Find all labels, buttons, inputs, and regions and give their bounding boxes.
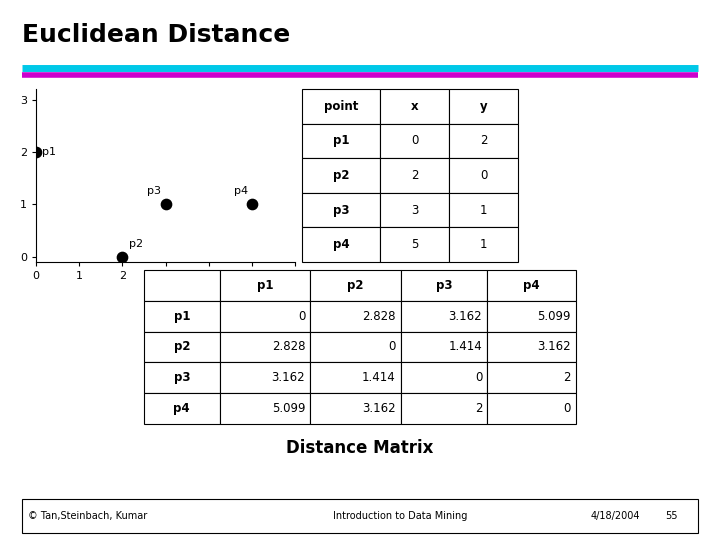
Bar	[144, 332, 220, 362]
Bar	[144, 393, 220, 424]
Text: 1.414: 1.414	[362, 371, 396, 384]
Text: Introduction to Data Mining: Introduction to Data Mining	[333, 511, 467, 521]
Text: p4: p4	[523, 279, 540, 292]
Text: 0: 0	[475, 371, 482, 384]
Text: p1: p1	[174, 309, 190, 323]
Text: y: y	[480, 100, 487, 113]
Text: 5.099: 5.099	[537, 309, 571, 323]
Text: p2: p2	[174, 340, 190, 354]
Bar	[380, 89, 449, 124]
Text: 0: 0	[564, 402, 571, 415]
Text: 4/18/2004: 4/18/2004	[590, 511, 639, 521]
Text: 3.162: 3.162	[537, 340, 571, 354]
Text: 2.828: 2.828	[362, 309, 396, 323]
Bar	[302, 89, 380, 124]
Bar	[220, 270, 310, 301]
Bar	[302, 124, 380, 158]
Text: 5.099: 5.099	[271, 402, 305, 415]
Bar	[401, 393, 487, 424]
Text: p3: p3	[174, 371, 190, 384]
Bar	[302, 193, 380, 227]
Text: 0: 0	[298, 309, 305, 323]
Text: p2: p2	[348, 279, 364, 292]
Bar	[401, 301, 487, 332]
Bar	[310, 393, 401, 424]
Text: 0: 0	[411, 134, 418, 147]
Bar	[310, 332, 401, 362]
Bar	[144, 301, 220, 332]
Bar	[310, 270, 401, 301]
Text: 1: 1	[480, 204, 487, 217]
Bar	[302, 158, 380, 193]
Bar	[449, 158, 518, 193]
Bar	[487, 270, 576, 301]
Bar	[144, 270, 220, 301]
Text: Distance Matrix: Distance Matrix	[287, 439, 433, 457]
Bar	[380, 124, 449, 158]
Bar	[380, 158, 449, 193]
Text: 3.162: 3.162	[449, 309, 482, 323]
Text: 3: 3	[411, 204, 418, 217]
Bar	[220, 362, 310, 393]
Bar	[310, 362, 401, 393]
Text: 55: 55	[665, 511, 678, 521]
Text: Euclidean Distance: Euclidean Distance	[22, 23, 290, 47]
Point	[246, 200, 258, 208]
Point	[160, 200, 171, 208]
Text: p4: p4	[333, 238, 350, 251]
Text: p2: p2	[129, 239, 143, 249]
Text: 0: 0	[480, 169, 487, 182]
Bar	[220, 332, 310, 362]
Text: x: x	[411, 100, 418, 113]
Text: p1: p1	[333, 134, 349, 147]
Text: p3: p3	[333, 204, 349, 217]
Bar	[487, 362, 576, 393]
Bar	[144, 362, 220, 393]
Text: p3: p3	[148, 186, 161, 197]
Text: 2.828: 2.828	[271, 340, 305, 354]
Bar	[487, 393, 576, 424]
Point	[117, 252, 128, 261]
Bar	[449, 227, 518, 262]
Bar	[302, 227, 380, 262]
Text: p1: p1	[257, 279, 273, 292]
Text: 2: 2	[563, 371, 571, 384]
Text: point: point	[324, 100, 359, 113]
Text: 2: 2	[411, 169, 418, 182]
Point	[30, 147, 42, 156]
Text: 0: 0	[389, 340, 396, 354]
Bar	[401, 332, 487, 362]
Text: 5: 5	[411, 238, 418, 251]
Bar	[380, 227, 449, 262]
Bar	[220, 393, 310, 424]
Bar	[401, 362, 487, 393]
Bar	[449, 193, 518, 227]
Bar	[487, 332, 576, 362]
Text: © Tan,Steinbach, Kumar: © Tan,Steinbach, Kumar	[28, 511, 148, 521]
Bar	[220, 301, 310, 332]
Text: 2: 2	[480, 134, 487, 147]
Text: 3.162: 3.162	[271, 371, 305, 384]
Text: 3.162: 3.162	[362, 402, 396, 415]
Bar	[487, 301, 576, 332]
Bar	[310, 301, 401, 332]
Bar	[401, 270, 487, 301]
Text: p4: p4	[233, 186, 248, 197]
Bar	[449, 124, 518, 158]
Bar	[380, 193, 449, 227]
Text: p2: p2	[333, 169, 349, 182]
Text: 1.414: 1.414	[449, 340, 482, 354]
Bar	[449, 89, 518, 124]
Text: 1: 1	[480, 238, 487, 251]
Text: p3: p3	[436, 279, 452, 292]
Text: p4: p4	[174, 402, 190, 415]
Text: p1: p1	[42, 147, 56, 157]
Text: 2: 2	[474, 402, 482, 415]
